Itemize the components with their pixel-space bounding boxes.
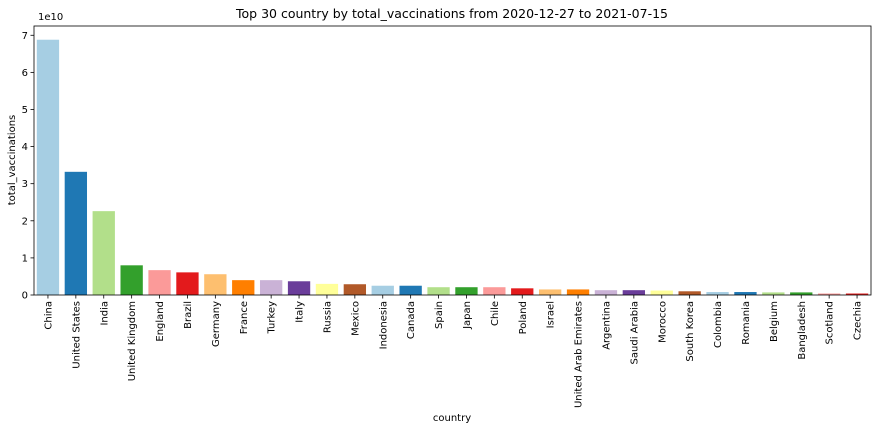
bar-saudi-arabia xyxy=(622,290,646,295)
bar-russia xyxy=(315,283,339,295)
x-tick-label: Germany xyxy=(211,301,222,347)
x-tick-label: Argentina xyxy=(601,301,612,350)
bar-scotland xyxy=(817,293,841,295)
bar-belgium xyxy=(762,292,785,295)
y-tick-label: 3 xyxy=(22,179,28,190)
y-tick-label: 4 xyxy=(22,142,28,153)
y-tick-label: 0 xyxy=(22,291,28,302)
bar-germany xyxy=(204,274,227,295)
bar-canada xyxy=(399,285,422,295)
bars-group xyxy=(36,39,869,296)
bar-bangladesh xyxy=(790,292,813,295)
x-tick-label: United Arab Emirates xyxy=(574,301,585,408)
bar-japan xyxy=(455,287,478,295)
bar-argentina xyxy=(594,290,618,295)
x-tick-label: Japan xyxy=(462,301,473,330)
bar-united-states xyxy=(64,171,88,295)
chart-title: Top 30 country by total_vaccinations fro… xyxy=(235,6,668,21)
x-tick-label: Italy xyxy=(295,301,306,323)
bar-france xyxy=(232,280,255,295)
bar-china xyxy=(36,39,60,296)
bar-indonesia xyxy=(371,285,394,295)
x-axis-ticks: China United States India United Kingdom Eng… xyxy=(43,295,864,408)
x-tick-label: United Kingdom xyxy=(127,301,138,381)
bar-italy xyxy=(287,281,311,295)
bar-poland xyxy=(511,288,534,295)
bar-brazil xyxy=(176,272,199,295)
bar-mexico xyxy=(343,284,367,295)
bar-united-arab-emirates xyxy=(566,289,590,295)
bar-india xyxy=(92,211,115,295)
y-tick-label: 2 xyxy=(22,216,28,227)
x-tick-label: Belgium xyxy=(769,301,780,342)
x-tick-label: United States xyxy=(71,301,82,369)
x-tick-label: Brazil xyxy=(183,301,194,329)
bar-spain xyxy=(427,287,450,295)
bar-czechia xyxy=(845,293,869,295)
x-tick-label: Saudi Arabia xyxy=(629,301,640,364)
x-tick-label: South Korea xyxy=(685,301,696,362)
y-tick-label: 1 xyxy=(22,253,28,264)
x-tick-label: Scotland xyxy=(825,301,836,344)
y-axis-offset-label: 1e10 xyxy=(38,12,63,23)
y-axis-ticks: 0 1 2 3 4 5 6 7 xyxy=(22,31,34,302)
x-tick-label: England xyxy=(155,301,166,342)
bar-romania xyxy=(734,292,757,295)
x-tick-label: Chile xyxy=(490,301,501,326)
x-tick-label: Spain xyxy=(434,301,445,329)
x-tick-label: Morocco xyxy=(657,301,668,343)
x-tick-label: Mexico xyxy=(350,301,361,336)
x-tick-label: Indonesia xyxy=(378,301,389,349)
bar-england xyxy=(148,270,171,295)
x-tick-label: Turkey xyxy=(267,301,278,335)
bar-south-korea xyxy=(678,291,701,295)
bar-colombia xyxy=(706,292,729,295)
x-tick-label: India xyxy=(99,301,110,326)
x-axis-label: country xyxy=(433,413,471,424)
bar-israel xyxy=(538,289,562,295)
x-tick-label: Colombia xyxy=(713,301,724,348)
x-tick-label: Czechia xyxy=(853,301,864,340)
axes-frame xyxy=(33,25,872,296)
x-tick-label: France xyxy=(239,301,250,334)
x-tick-label: Bangladesh xyxy=(797,301,808,360)
bar-morocco xyxy=(650,290,673,295)
bar-united-kingdom xyxy=(120,265,143,295)
bar-turkey xyxy=(259,280,283,295)
y-axis-label: total_vaccinations xyxy=(7,115,18,206)
x-tick-label: Romania xyxy=(741,301,752,345)
y-tick-label: 6 xyxy=(22,68,28,79)
y-tick-label: 7 xyxy=(22,31,28,42)
bar-chile xyxy=(483,287,506,295)
x-tick-label: Russia xyxy=(322,301,333,333)
x-tick-label: Israel xyxy=(546,301,557,328)
y-tick-label: 5 xyxy=(22,105,28,116)
x-tick-label: Canada xyxy=(406,301,417,339)
x-tick-label: Poland xyxy=(518,301,529,334)
x-tick-label: China xyxy=(43,301,54,330)
